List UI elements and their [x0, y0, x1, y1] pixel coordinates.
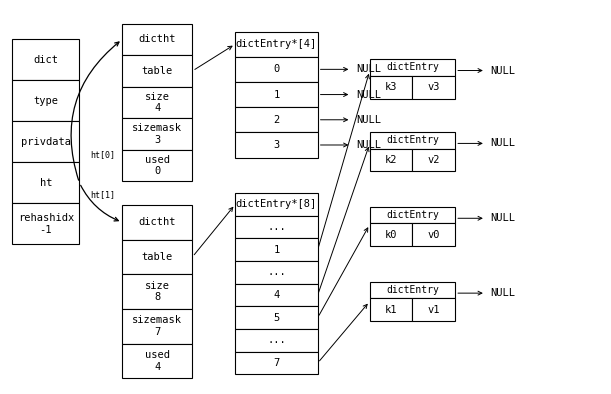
- Text: used
0: used 0: [145, 155, 170, 176]
- Text: 3: 3: [273, 140, 280, 150]
- Text: ...: ...: [267, 268, 286, 277]
- Text: table: table: [142, 66, 173, 76]
- Text: dict: dict: [34, 55, 58, 65]
- Bar: [122, 205, 192, 240]
- Text: v2: v2: [428, 155, 440, 165]
- Text: NULL: NULL: [491, 65, 516, 76]
- Text: type: type: [34, 96, 58, 106]
- Bar: [235, 216, 318, 238]
- Bar: [235, 132, 318, 158]
- Bar: [122, 309, 192, 344]
- Bar: [12, 203, 79, 244]
- Bar: [12, 39, 79, 80]
- Bar: [370, 149, 412, 171]
- Bar: [412, 76, 455, 98]
- Bar: [122, 150, 192, 181]
- Bar: [235, 57, 318, 82]
- Text: NULL: NULL: [356, 64, 381, 74]
- Text: privdata: privdata: [21, 137, 71, 147]
- Bar: [122, 24, 192, 55]
- Text: v1: v1: [428, 305, 440, 315]
- Bar: [370, 282, 455, 298]
- Text: NULL: NULL: [491, 288, 516, 298]
- Text: sizemask
7: sizemask 7: [133, 316, 182, 337]
- Bar: [370, 207, 455, 223]
- Bar: [235, 238, 318, 261]
- Text: dictEntry: dictEntry: [386, 210, 439, 220]
- Text: k2: k2: [385, 155, 397, 165]
- Text: 5: 5: [273, 313, 280, 323]
- Text: dictht: dictht: [139, 34, 176, 45]
- Bar: [235, 193, 318, 216]
- Text: NULL: NULL: [356, 115, 381, 125]
- Text: v0: v0: [428, 230, 440, 240]
- Text: 4: 4: [273, 290, 280, 300]
- Text: table: table: [142, 252, 173, 262]
- Text: dictEntry*[8]: dictEntry*[8]: [236, 199, 317, 209]
- Text: dictEntry*[4]: dictEntry*[4]: [236, 39, 317, 49]
- Text: k0: k0: [385, 230, 397, 240]
- Bar: [412, 223, 455, 246]
- Bar: [235, 352, 318, 374]
- Bar: [235, 284, 318, 307]
- Bar: [412, 149, 455, 171]
- Bar: [12, 121, 79, 162]
- Text: sizemask
3: sizemask 3: [133, 123, 182, 145]
- Text: ht[0]: ht[0]: [90, 150, 115, 159]
- Bar: [412, 298, 455, 321]
- Text: 1: 1: [273, 245, 280, 255]
- Text: dictEntry: dictEntry: [386, 285, 439, 295]
- Bar: [235, 107, 318, 132]
- Text: ...: ...: [267, 222, 286, 232]
- Bar: [370, 76, 412, 98]
- Text: ht: ht: [40, 178, 52, 188]
- Text: k3: k3: [385, 82, 397, 92]
- Bar: [122, 55, 192, 87]
- Text: 7: 7: [273, 358, 280, 368]
- Text: NULL: NULL: [356, 89, 381, 100]
- Bar: [370, 59, 455, 76]
- Bar: [235, 261, 318, 284]
- Text: rehashidx
-1: rehashidx -1: [18, 213, 74, 234]
- Text: NULL: NULL: [356, 140, 381, 150]
- Bar: [235, 329, 318, 352]
- Text: used
4: used 4: [145, 350, 170, 372]
- Text: dictht: dictht: [139, 217, 176, 227]
- Bar: [122, 240, 192, 274]
- Bar: [235, 32, 318, 57]
- Text: 2: 2: [273, 115, 280, 125]
- Bar: [235, 82, 318, 107]
- Text: size
4: size 4: [145, 92, 170, 113]
- Text: NULL: NULL: [491, 213, 516, 223]
- Bar: [12, 162, 79, 203]
- Bar: [235, 307, 318, 329]
- Bar: [122, 87, 192, 118]
- Text: k1: k1: [385, 305, 397, 315]
- Text: ht[1]: ht[1]: [90, 191, 115, 200]
- Text: 0: 0: [273, 64, 280, 74]
- Text: dictEntry: dictEntry: [386, 135, 439, 145]
- Bar: [122, 344, 192, 378]
- Text: v3: v3: [428, 82, 440, 92]
- Bar: [122, 274, 192, 309]
- Bar: [370, 223, 412, 246]
- Bar: [12, 80, 79, 121]
- Bar: [370, 298, 412, 321]
- Bar: [370, 132, 455, 149]
- Text: size
8: size 8: [145, 281, 170, 302]
- Text: NULL: NULL: [491, 138, 516, 149]
- Bar: [122, 118, 192, 150]
- Text: dictEntry: dictEntry: [386, 62, 439, 72]
- Text: 1: 1: [273, 89, 280, 100]
- Text: ...: ...: [267, 335, 286, 345]
